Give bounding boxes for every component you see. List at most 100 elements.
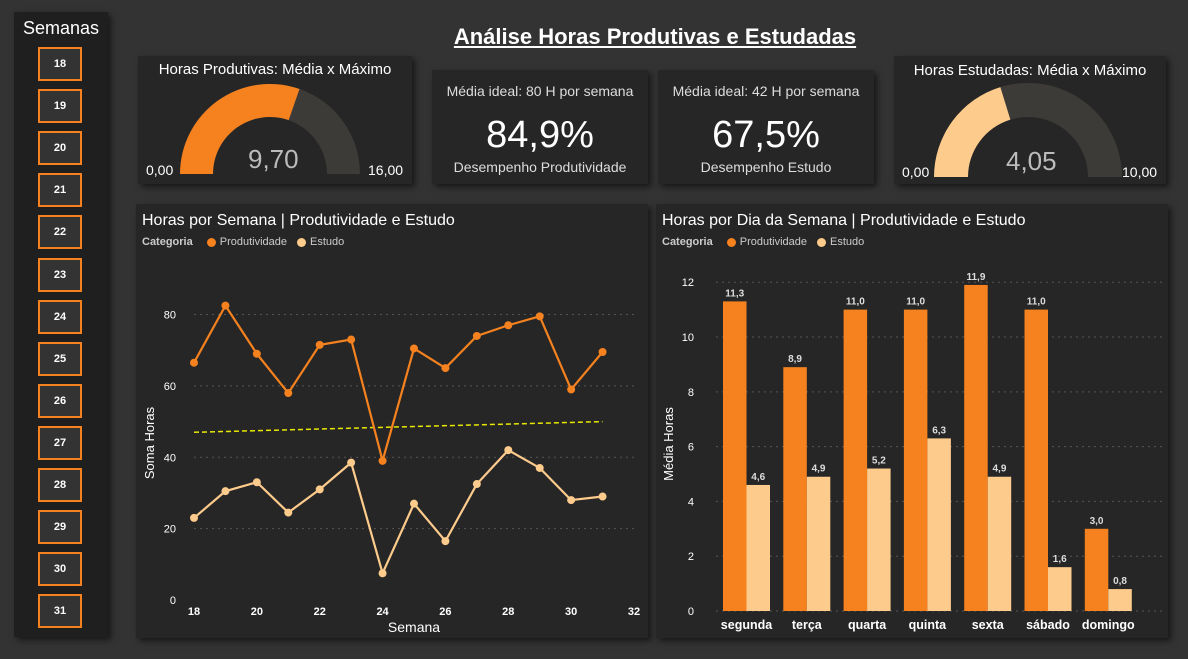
x-tick-label: 20 — [251, 606, 263, 618]
x-tick-label: segunda — [721, 618, 773, 632]
legend-dot-estudo — [297, 237, 307, 247]
data-label: 6,3 — [932, 425, 946, 436]
data-point[interactable] — [472, 480, 481, 489]
data-label: 4,9 — [812, 464, 826, 475]
y-tick-label: 80 — [164, 310, 176, 322]
data-point[interactable] — [567, 496, 576, 505]
gauge-title: Horas Estudadas: Média x Máximo — [913, 62, 1147, 79]
bar-produtividade[interactable] — [723, 301, 747, 611]
week-button-27[interactable]: 27 — [38, 425, 82, 460]
x-tick-label: 30 — [565, 606, 577, 618]
x-tick-label: sábado — [1026, 618, 1070, 632]
week-button-31[interactable]: 31 — [38, 594, 82, 629]
x-tick-label: 18 — [188, 606, 200, 618]
data-point[interactable] — [598, 492, 607, 501]
x-tick-label: terça — [792, 618, 823, 632]
y-tick-label: 0 — [170, 595, 176, 607]
week-button-28[interactable]: 28 — [38, 468, 82, 502]
data-point[interactable] — [347, 335, 356, 344]
data-label: 11,0 — [1027, 297, 1046, 308]
week-button-22[interactable]: 22 — [38, 215, 82, 250]
bar-estudo[interactable] — [1048, 567, 1072, 611]
x-tick-label: quinta — [909, 618, 948, 632]
week-button-25[interactable]: 25 — [38, 341, 82, 376]
data-point[interactable] — [441, 364, 450, 373]
week-button-26[interactable]: 26 — [38, 383, 82, 418]
legend-dot-produtividade — [726, 237, 736, 247]
bar-estudo[interactable] — [987, 476, 1012, 611]
bar-produtividade[interactable] — [843, 309, 868, 611]
data-point[interactable] — [190, 358, 198, 367]
gauge-card-estudo: Horas Estudadas: Média x Máximo 0,00 4,0… — [894, 56, 1166, 184]
week-button-21[interactable]: 21 — [38, 173, 82, 208]
legend-dot-produtividade — [206, 237, 216, 247]
week-button-24[interactable]: 24 — [38, 299, 82, 334]
x-tick-label: domingo — [1082, 618, 1135, 632]
x-tick-label: quarta — [848, 618, 887, 632]
line-chart: 0 20 40 60 80 18 20 22 24 26 28 30 32 Semana Soma Hora… — [142, 301, 640, 635]
series-line-estudo — [193, 448, 603, 577]
gauge-produtividade — [180, 84, 360, 174]
data-point[interactable] — [472, 331, 481, 340]
week-button-19[interactable]: 19 — [38, 89, 82, 124]
data-point[interactable] — [284, 389, 293, 398]
data-point[interactable] — [284, 508, 293, 517]
data-label: 11,3 — [725, 288, 744, 299]
y-axis-label: Média Horas — [661, 407, 676, 481]
data-point[interactable] — [504, 321, 513, 330]
line-chart-card: Horas por Semana | Produtividade e Estud… — [136, 204, 648, 638]
data-point[interactable] — [598, 348, 607, 357]
data-point[interactable] — [221, 487, 230, 496]
x-axis-label: Semana — [388, 619, 440, 635]
data-point[interactable] — [535, 312, 544, 321]
bar-estudo[interactable] — [806, 476, 831, 611]
week-button-29[interactable]: 29 — [38, 510, 82, 545]
series-line-produtividade — [193, 303, 604, 466]
legend-title: Categoria — [142, 236, 193, 248]
bar-produtividade[interactable] — [1084, 528, 1109, 611]
kpi-value: 67,5% — [712, 114, 820, 156]
bar-estudo[interactable] — [927, 438, 951, 611]
data-point[interactable] — [221, 301, 230, 310]
bar-estudo[interactable] — [867, 468, 891, 611]
data-point[interactable] — [252, 349, 261, 358]
data-point[interactable] — [252, 478, 261, 487]
week-button-18[interactable]: 18 — [38, 47, 82, 81]
bar-produtividade[interactable] — [783, 367, 807, 611]
legend-label-estudo: Estudo — [830, 236, 865, 248]
y-tick-label: 6 — [688, 442, 694, 454]
week-button-23[interactable]: 23 — [38, 257, 82, 292]
data-label: 11,0 — [906, 297, 925, 308]
data-point[interactable] — [504, 446, 513, 455]
bar-estudo[interactable] — [746, 484, 771, 611]
week-button-20[interactable]: 20 — [38, 131, 82, 166]
legend-title: Categoria — [662, 236, 713, 248]
week-button-30[interactable]: 30 — [38, 552, 82, 587]
data-point[interactable] — [315, 485, 324, 494]
data-point[interactable] — [535, 463, 544, 472]
data-point[interactable] — [441, 537, 450, 546]
page-title: Análise Horas Produtivas e Estudadas — [453, 24, 857, 49]
bar-produtividade[interactable] — [1024, 309, 1049, 611]
bar-produtividade[interactable] — [964, 284, 988, 611]
data-point[interactable] — [410, 499, 418, 508]
data-label: 11,9 — [966, 272, 985, 283]
legend-dot-estudo — [817, 237, 827, 247]
data-point[interactable] — [567, 385, 576, 394]
data-label: 11,0 — [846, 297, 865, 308]
chart-legend: Categoria Produtividade Estudo — [142, 236, 344, 248]
gauge-min-label: 0,00 — [146, 162, 174, 178]
data-point[interactable] — [315, 340, 324, 349]
data-point[interactable] — [347, 458, 356, 467]
data-point[interactable] — [378, 569, 387, 578]
data-point[interactable] — [190, 513, 198, 522]
data-point[interactable] — [410, 344, 418, 353]
data-point[interactable] — [378, 456, 387, 465]
gauge-fill — [180, 84, 300, 174]
bar-estudo[interactable] — [1108, 589, 1132, 611]
x-tick-label: 22 — [314, 606, 326, 618]
x-tick-label: 26 — [439, 606, 451, 618]
gauge-value: 9,70 — [248, 144, 299, 174]
bar-produtividade[interactable] — [903, 309, 928, 611]
gauge-min-label: 0,00 — [902, 164, 930, 180]
